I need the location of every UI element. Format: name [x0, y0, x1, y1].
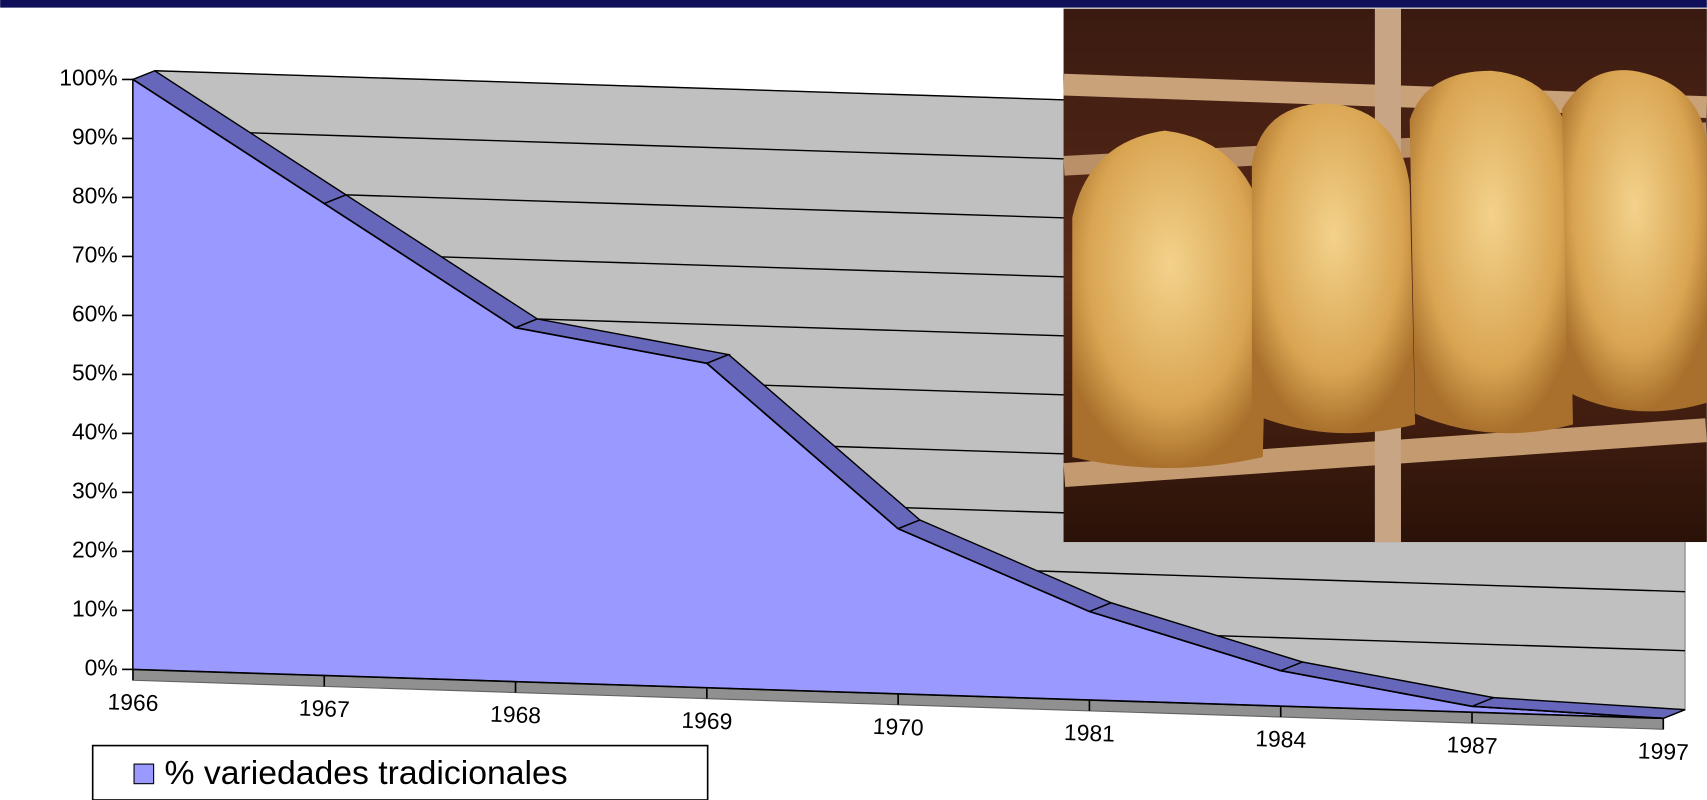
- x-tick-label: 1997: [1638, 737, 1690, 765]
- y-tick-label: 40%: [72, 418, 118, 444]
- x-tick-label: 1967: [298, 694, 350, 722]
- legend: % variedades tradicionales: [93, 746, 708, 800]
- y-tick-label: 80%: [72, 182, 118, 208]
- top-bar: [0, 0, 1707, 8]
- x-tick-label: 1981: [1064, 719, 1116, 747]
- y-tick-label: 90%: [72, 123, 118, 149]
- y-tick-label: 10%: [72, 595, 118, 621]
- x-tick-label: 1984: [1255, 725, 1307, 753]
- chart: 0% 10% 20% 30% 40% 50% 60% 70% 80% 90% 100% 1966 196…: [0, 0, 1707, 800]
- y-tick-label: 100%: [59, 64, 117, 90]
- x-tick-label: 1969: [681, 707, 733, 735]
- y-tick-label: 30%: [72, 477, 118, 503]
- x-tick-label: 1968: [490, 701, 542, 729]
- y-tick-label: 60%: [72, 300, 118, 326]
- y-tick-label: 20%: [72, 536, 118, 562]
- page: 0% 10% 20% 30% 40% 50% 60% 70% 80% 90% 100% 1966 196…: [0, 0, 1707, 800]
- x-tick-label: 1987: [1446, 731, 1498, 759]
- legend-swatch: [134, 764, 154, 784]
- legend-label: % variedades tradicionales: [165, 754, 568, 792]
- y-tick-label: 0%: [85, 654, 118, 680]
- x-tick-label: 1966: [107, 688, 159, 716]
- y-tick-label: 50%: [72, 359, 118, 385]
- photo: [1063, 9, 1707, 542]
- y-tick-label: 70%: [72, 241, 118, 267]
- x-tick-label: 1970: [872, 713, 924, 741]
